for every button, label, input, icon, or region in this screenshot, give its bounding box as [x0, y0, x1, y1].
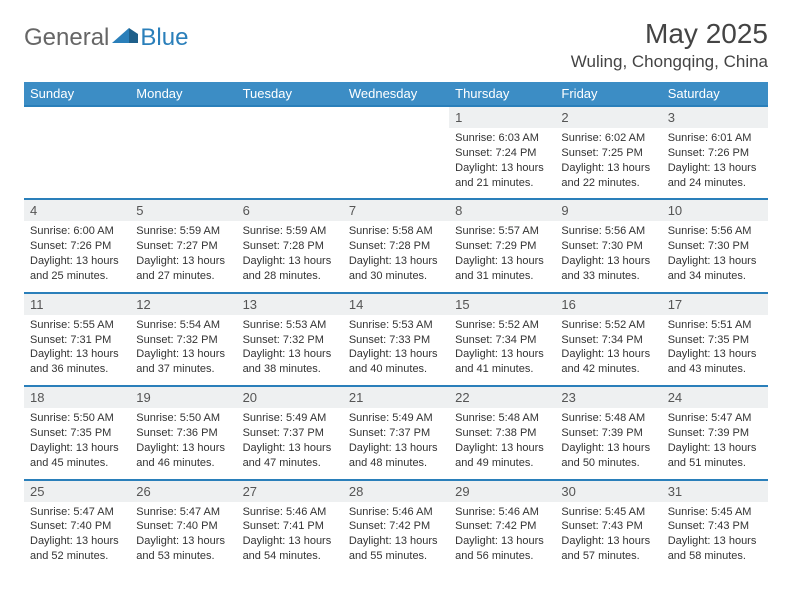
day-content-cell: Sunrise: 6:03 AMSunset: 7:24 PMDaylight:… [449, 128, 555, 199]
day-content-row: Sunrise: 5:50 AMSunset: 7:35 PMDaylight:… [24, 408, 768, 479]
day-number-cell: 4 [24, 199, 130, 221]
day-number-cell: 7 [343, 199, 449, 221]
day-number-cell: 6 [237, 199, 343, 221]
weekday-header: Wednesday [343, 82, 449, 106]
day-number-cell: 30 [555, 480, 661, 502]
month-title: May 2025 [571, 18, 768, 50]
day-content-cell: Sunrise: 5:59 AMSunset: 7:28 PMDaylight:… [237, 221, 343, 292]
logo-text-1: General [24, 24, 109, 52]
day-content-cell: Sunrise: 5:46 AMSunset: 7:41 PMDaylight:… [237, 502, 343, 572]
day-content-cell: Sunrise: 5:52 AMSunset: 7:34 PMDaylight:… [555, 315, 661, 386]
day-number-cell: 18 [24, 386, 130, 408]
day-number-cell: 31 [662, 480, 768, 502]
day-number-row: 45678910 [24, 199, 768, 221]
day-content-cell [237, 128, 343, 199]
day-content-cell: Sunrise: 5:49 AMSunset: 7:37 PMDaylight:… [237, 408, 343, 479]
day-content-cell: Sunrise: 5:50 AMSunset: 7:36 PMDaylight:… [130, 408, 236, 479]
day-content-cell: Sunrise: 5:58 AMSunset: 7:28 PMDaylight:… [343, 221, 449, 292]
day-number-cell: 27 [237, 480, 343, 502]
day-number-cell: 23 [555, 386, 661, 408]
day-number-row: 25262728293031 [24, 480, 768, 502]
day-content-cell: Sunrise: 6:01 AMSunset: 7:26 PMDaylight:… [662, 128, 768, 199]
day-number-cell: 2 [555, 106, 661, 128]
day-content-cell: Sunrise: 5:57 AMSunset: 7:29 PMDaylight:… [449, 221, 555, 292]
weekday-header: Sunday [24, 82, 130, 106]
day-number-cell [130, 106, 236, 128]
day-number-cell: 26 [130, 480, 236, 502]
day-number-cell: 17 [662, 293, 768, 315]
day-number-cell: 20 [237, 386, 343, 408]
day-number-cell: 9 [555, 199, 661, 221]
day-number-cell: 29 [449, 480, 555, 502]
day-content-cell: Sunrise: 5:47 AMSunset: 7:40 PMDaylight:… [24, 502, 130, 572]
day-number-cell: 16 [555, 293, 661, 315]
day-number-row: 11121314151617 [24, 293, 768, 315]
weekday-header: Saturday [662, 82, 768, 106]
weekday-header: Monday [130, 82, 236, 106]
logo-triangle-icon [112, 25, 138, 43]
day-content-cell: Sunrise: 5:56 AMSunset: 7:30 PMDaylight:… [555, 221, 661, 292]
day-number-cell [24, 106, 130, 128]
day-number-cell: 13 [237, 293, 343, 315]
weekday-header-row: SundayMondayTuesdayWednesdayThursdayFrid… [24, 82, 768, 106]
day-number-cell [343, 106, 449, 128]
day-number-cell: 3 [662, 106, 768, 128]
day-content-cell: Sunrise: 5:45 AMSunset: 7:43 PMDaylight:… [662, 502, 768, 572]
day-number-cell: 5 [130, 199, 236, 221]
day-content-cell: Sunrise: 5:53 AMSunset: 7:32 PMDaylight:… [237, 315, 343, 386]
day-content-cell: Sunrise: 5:59 AMSunset: 7:27 PMDaylight:… [130, 221, 236, 292]
day-content-cell: Sunrise: 5:48 AMSunset: 7:39 PMDaylight:… [555, 408, 661, 479]
day-number-cell: 15 [449, 293, 555, 315]
day-number-cell: 12 [130, 293, 236, 315]
calendar-body: 123Sunrise: 6:03 AMSunset: 7:24 PMDaylig… [24, 106, 768, 572]
day-content-cell: Sunrise: 6:02 AMSunset: 7:25 PMDaylight:… [555, 128, 661, 199]
day-number-row: 18192021222324 [24, 386, 768, 408]
weekday-header: Tuesday [237, 82, 343, 106]
day-content-cell [343, 128, 449, 199]
day-content-cell: Sunrise: 5:49 AMSunset: 7:37 PMDaylight:… [343, 408, 449, 479]
day-content-cell: Sunrise: 5:46 AMSunset: 7:42 PMDaylight:… [343, 502, 449, 572]
day-content-cell: Sunrise: 5:54 AMSunset: 7:32 PMDaylight:… [130, 315, 236, 386]
day-number-cell: 10 [662, 199, 768, 221]
day-content-cell: Sunrise: 5:53 AMSunset: 7:33 PMDaylight:… [343, 315, 449, 386]
day-content-cell [130, 128, 236, 199]
day-number-cell: 24 [662, 386, 768, 408]
day-number-cell [237, 106, 343, 128]
day-content-cell: Sunrise: 5:55 AMSunset: 7:31 PMDaylight:… [24, 315, 130, 386]
day-number-cell: 1 [449, 106, 555, 128]
day-number-cell: 14 [343, 293, 449, 315]
day-content-cell: Sunrise: 5:46 AMSunset: 7:42 PMDaylight:… [449, 502, 555, 572]
day-content-cell: Sunrise: 5:47 AMSunset: 7:40 PMDaylight:… [130, 502, 236, 572]
day-content-cell: Sunrise: 5:50 AMSunset: 7:35 PMDaylight:… [24, 408, 130, 479]
location-label: Wuling, Chongqing, China [571, 52, 768, 72]
day-content-cell: Sunrise: 5:48 AMSunset: 7:38 PMDaylight:… [449, 408, 555, 479]
logo-text-2: Blue [140, 24, 188, 52]
day-content-cell: Sunrise: 5:56 AMSunset: 7:30 PMDaylight:… [662, 221, 768, 292]
day-number-cell: 8 [449, 199, 555, 221]
calendar-table: SundayMondayTuesdayWednesdayThursdayFrid… [24, 82, 768, 572]
header: General Blue May 2025 Wuling, Chongqing,… [24, 18, 768, 72]
day-content-cell: Sunrise: 5:45 AMSunset: 7:43 PMDaylight:… [555, 502, 661, 572]
day-content-row: Sunrise: 6:00 AMSunset: 7:26 PMDaylight:… [24, 221, 768, 292]
logo: General Blue [24, 18, 188, 52]
day-number-cell: 25 [24, 480, 130, 502]
day-content-row: Sunrise: 5:55 AMSunset: 7:31 PMDaylight:… [24, 315, 768, 386]
day-number-cell: 11 [24, 293, 130, 315]
day-content-row: Sunrise: 5:47 AMSunset: 7:40 PMDaylight:… [24, 502, 768, 572]
day-content-cell: Sunrise: 5:47 AMSunset: 7:39 PMDaylight:… [662, 408, 768, 479]
day-number-cell: 19 [130, 386, 236, 408]
weekday-header: Friday [555, 82, 661, 106]
day-number-row: 123 [24, 106, 768, 128]
day-number-cell: 21 [343, 386, 449, 408]
day-content-row: Sunrise: 6:03 AMSunset: 7:24 PMDaylight:… [24, 128, 768, 199]
day-number-cell: 28 [343, 480, 449, 502]
day-content-cell [24, 128, 130, 199]
title-block: May 2025 Wuling, Chongqing, China [571, 18, 768, 72]
day-content-cell: Sunrise: 5:51 AMSunset: 7:35 PMDaylight:… [662, 315, 768, 386]
day-number-cell: 22 [449, 386, 555, 408]
weekday-header: Thursday [449, 82, 555, 106]
day-content-cell: Sunrise: 5:52 AMSunset: 7:34 PMDaylight:… [449, 315, 555, 386]
day-content-cell: Sunrise: 6:00 AMSunset: 7:26 PMDaylight:… [24, 221, 130, 292]
